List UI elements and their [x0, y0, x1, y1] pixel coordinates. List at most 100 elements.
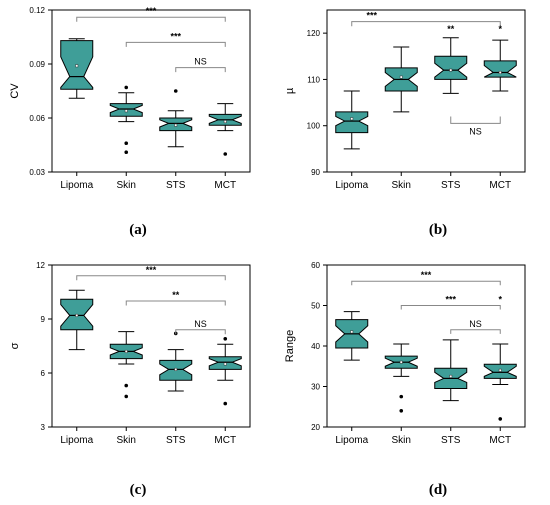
x-tick-label: STS	[441, 180, 461, 191]
outlier-point	[223, 401, 228, 406]
outlier-point	[124, 150, 129, 154]
mean-marker	[223, 362, 227, 366]
x-tick-label: STS	[166, 435, 186, 446]
plot-frame	[51, 9, 251, 173]
significance-bracket: **	[125, 290, 226, 306]
y-tick-label: 3	[41, 423, 46, 432]
caption-a: (a)	[129, 222, 147, 238]
y-tick-label: 90	[311, 168, 320, 177]
box-mct	[208, 337, 242, 406]
box-mct	[208, 103, 242, 156]
box-body	[434, 55, 468, 80]
outlier-point	[399, 394, 404, 399]
x-tick-label: STS	[441, 435, 461, 446]
box-sts	[434, 37, 468, 94]
x-tick-label: Skin	[392, 435, 411, 446]
x-tick-label: STS	[166, 180, 186, 191]
mean-marker	[124, 349, 128, 353]
x-tick-label: Lipoma	[60, 435, 93, 446]
mean-marker	[174, 367, 178, 371]
box-lipoma	[335, 90, 369, 150]
mean-marker	[174, 123, 178, 127]
significance-label: **	[172, 290, 180, 300]
x-tick-label: Skin	[392, 180, 411, 191]
significance-label: ***	[421, 270, 432, 280]
significance-bracket: ***	[400, 295, 501, 310]
mean-marker	[75, 313, 79, 317]
mean-marker	[75, 64, 79, 68]
x-tick-label: MCT	[214, 435, 236, 446]
x-tick-label: Lipoma	[335, 435, 368, 446]
bracket-line	[400, 305, 501, 310]
x-tick-label: MCT	[489, 180, 511, 191]
significance-label: ***	[170, 31, 181, 41]
mean-marker	[124, 109, 128, 113]
y-tick-label: 50	[311, 302, 320, 311]
mean-marker	[449, 68, 453, 72]
bracket-line	[76, 275, 226, 281]
mean-marker	[350, 117, 354, 121]
x-tick-label: Skin	[117, 180, 136, 191]
x-tick-label: MCT	[214, 180, 236, 191]
outlier-point	[173, 89, 178, 93]
y-axis-label: µ	[284, 87, 296, 94]
box-mct	[483, 343, 517, 421]
box-body	[483, 60, 517, 78]
outlier-point	[399, 409, 404, 413]
outlier-point	[498, 417, 503, 421]
y-tick-label: 30	[311, 383, 320, 392]
y-axis-label: σ	[9, 342, 21, 349]
y-tick-label: 0.09	[29, 60, 45, 69]
significance-bracket: ***	[351, 11, 501, 27]
y-tick-label: 9	[41, 315, 46, 324]
significance-label: ***	[445, 295, 456, 305]
y-tick-label: 110	[307, 75, 320, 84]
outlier-point	[223, 152, 228, 156]
y-tick-label: 100	[307, 122, 321, 131]
significance-bracket: ***	[76, 265, 226, 281]
mean-marker	[399, 75, 403, 79]
y-tick-label: 60	[311, 261, 320, 270]
y-tick-label: 6	[41, 369, 46, 378]
significance-marker: **	[447, 24, 455, 34]
y-tick-label: 20	[311, 423, 320, 432]
significance-bracket: ***	[76, 6, 226, 22]
significance-marker: *	[498, 24, 502, 34]
significance-bracket: NS	[450, 319, 501, 334]
y-axis-label: Range	[284, 330, 296, 362]
caption-c: (c)	[129, 482, 147, 498]
caption-d: (d)	[428, 482, 448, 498]
outlier-point	[124, 383, 129, 388]
mean-marker	[498, 368, 502, 372]
box-sts	[159, 89, 193, 148]
plot-frame	[326, 9, 526, 173]
bracket-line	[125, 300, 226, 306]
y-tick-label: 120	[307, 29, 321, 38]
box-skin	[109, 331, 143, 399]
y-tick-label: 0.06	[29, 114, 45, 123]
box-mct	[483, 39, 517, 92]
x-tick-label: Skin	[117, 435, 136, 446]
y-tick-label: 12	[36, 261, 45, 270]
significance-label: ***	[146, 265, 157, 275]
x-tick-label: Lipoma	[335, 180, 368, 191]
mean-marker	[223, 120, 227, 124]
bracket-line	[351, 21, 501, 27]
y-tick-label: 40	[311, 342, 320, 351]
box-body	[335, 111, 369, 134]
y-tick-label: 0.03	[29, 168, 45, 177]
bracket-line	[175, 67, 226, 73]
caption-b: (b)	[428, 222, 448, 238]
bracket-line	[125, 41, 226, 47]
significance-label: NS	[469, 126, 482, 136]
significance-label: ***	[146, 6, 157, 16]
chart-a: 0.03 0.06 0.09 0.12 CV Lipoma Skin STS MCT *** ***…	[9, 6, 251, 191]
mean-marker	[449, 374, 453, 378]
box-sts	[434, 339, 468, 402]
significance-label: NS	[194, 319, 207, 329]
bracket-line	[76, 16, 226, 22]
bracket-line	[351, 280, 501, 286]
